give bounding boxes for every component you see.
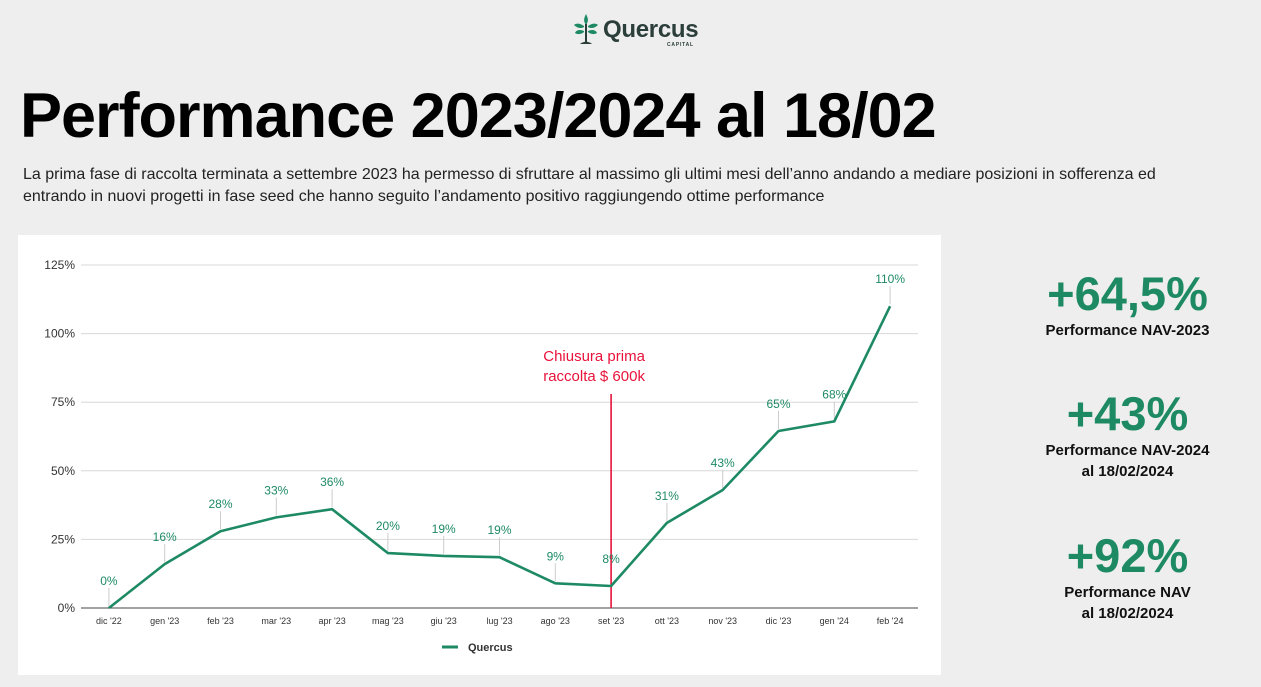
x-tick-label: giu '23: [431, 616, 457, 626]
annotation-text: Chiusura prima: [543, 348, 645, 365]
stat-label: Performance NAV-2024 al 18/02/2024: [1045, 442, 1210, 480]
data-label: 65%: [766, 397, 790, 411]
page-title: Performance 2023/2024 al 18/02: [20, 81, 937, 151]
stat-label: Performance NAV-2023: [1045, 322, 1210, 339]
brand-logo: Quercus CAPITAL: [573, 12, 703, 48]
data-label: 33%: [264, 483, 288, 497]
y-tick-label: 100%: [44, 327, 75, 341]
stat-label: Performance NAV al 18/02/2024: [1064, 584, 1191, 622]
brand-name: Quercus: [603, 16, 699, 43]
stat-nav-2023: +64,5% Performance NAV-2023: [990, 268, 1261, 341]
data-label: 28%: [208, 497, 232, 511]
brand-tagline: CAPITAL: [667, 42, 694, 48]
x-tick-label: apr '23: [318, 616, 345, 626]
data-label: 68%: [822, 387, 846, 401]
series-line-quercus: [108, 305, 892, 610]
x-tick-label: mar '23: [261, 616, 291, 626]
y-tick-label: 50%: [51, 464, 75, 478]
oak-tree-icon: [574, 14, 598, 44]
x-tick-label: ago '23: [541, 616, 570, 626]
x-tick-label: gen '23: [150, 616, 179, 626]
x-tick-label: dic '22: [96, 616, 122, 626]
legend-label: Quercus: [468, 642, 513, 654]
y-tick-label: 125%: [44, 258, 75, 272]
data-label: 36%: [320, 475, 344, 489]
stat-value: +92%: [1066, 529, 1189, 582]
stat-value: +43%: [1066, 387, 1189, 440]
page-subtitle: La prima fase di raccolta terminata a se…: [23, 166, 1156, 205]
stat-value: +64,5%: [1047, 267, 1208, 320]
data-label: 16%: [153, 530, 177, 544]
data-label: 9%: [547, 549, 565, 563]
x-tick-label: set '23: [598, 616, 624, 626]
x-tick-label: feb '23: [207, 616, 234, 626]
data-label: 19%: [432, 522, 456, 536]
data-label: 43%: [711, 456, 735, 470]
x-tick-label: mag '23: [372, 616, 404, 626]
data-label: 110%: [875, 272, 905, 286]
data-label: 31%: [655, 489, 679, 503]
stat-nav-2024: +43% Performance NAV-2024 al 18/02/2024: [990, 388, 1261, 482]
data-label: 19%: [487, 523, 511, 537]
performance-chart: 0% 25% 50% 75% 100% 125% dic '22 gen '23 feb '23…: [18, 235, 941, 675]
x-tick-label: ott '23: [655, 616, 679, 626]
data-label: 0%: [100, 574, 118, 588]
y-tick-label: 25%: [51, 532, 75, 546]
x-tick-label: feb '24: [877, 616, 904, 626]
y-tick-label: 0%: [58, 601, 76, 615]
data-label: 8%: [602, 552, 620, 566]
y-tick-label: 75%: [51, 395, 75, 409]
data-label: 20%: [376, 519, 400, 533]
x-tick-label: dic '23: [766, 616, 792, 626]
x-tick-label: lug '23: [486, 616, 512, 626]
performance-line-chart: 0% 25% 50% 75% 100% 125% dic '22 gen '23 feb '23…: [44, 258, 918, 654]
x-tick-label: nov '23: [708, 616, 737, 626]
stat-nav-total: +92% Performance NAV al 18/02/2024: [990, 530, 1261, 624]
x-tick-label: gen '24: [820, 616, 849, 626]
annotation-text: raccolta $ 600k: [543, 368, 645, 385]
